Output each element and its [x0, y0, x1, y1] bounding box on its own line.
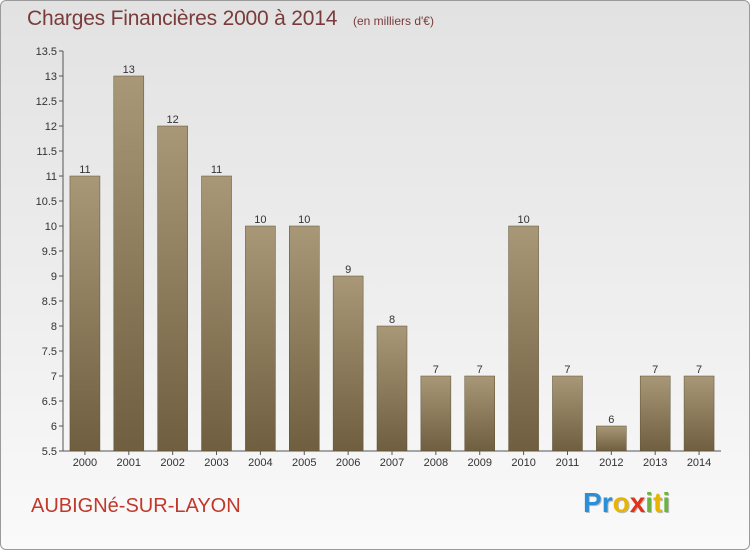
- bar-value-label: 10: [517, 214, 529, 226]
- x-tick-label: 2013: [643, 457, 667, 469]
- proxiti-logo: Proxiti: [583, 487, 670, 519]
- y-tick-label: 12: [45, 121, 57, 133]
- bar-value-label: 7: [433, 364, 439, 376]
- logo-letter: i: [645, 487, 654, 518]
- y-tick-label: 11.5: [36, 146, 57, 158]
- y-tick-label: 11: [46, 171, 57, 183]
- x-tick-label: 2014: [687, 457, 711, 469]
- x-tick-label: 2004: [248, 457, 272, 469]
- bar-value-label: 7: [564, 364, 570, 376]
- y-tick-label: 12.5: [36, 96, 57, 108]
- y-tick-label: 13.5: [36, 46, 57, 58]
- y-tick-label: 7.5: [42, 346, 57, 358]
- bar-2011: [552, 375, 583, 452]
- y-tick-label: 6: [51, 421, 57, 433]
- y-tick-label: 5.5: [42, 446, 57, 458]
- commune-name: AUBIGNé-SUR-LAYON: [31, 495, 241, 517]
- bar-2007: [376, 325, 408, 452]
- bar-2010: [508, 225, 539, 452]
- x-tick-label: 2007: [380, 457, 404, 469]
- y-tick-label: 10.5: [36, 196, 57, 208]
- chart-bars: [69, 75, 715, 452]
- x-tick-label: 2006: [336, 457, 360, 469]
- bar-value-label: 12: [167, 114, 179, 126]
- bar-value-label: 7: [652, 364, 658, 376]
- bar-2014: [683, 375, 715, 452]
- logo-letter: o: [612, 487, 630, 518]
- bar-value-label: 9: [345, 264, 351, 276]
- y-tick-label: 10: [45, 221, 57, 233]
- y-tick-label: 9: [51, 271, 57, 283]
- y-tick-label: 13: [45, 71, 57, 83]
- bar-value-label: 6: [608, 414, 614, 426]
- y-tick-label: 8: [51, 321, 57, 333]
- bar-2002: [157, 125, 188, 452]
- y-tick-label: 9.5: [42, 246, 57, 258]
- y-tick-label: 6.5: [42, 396, 57, 408]
- bar-value-label: 8: [389, 314, 395, 326]
- bar-2008: [420, 375, 452, 452]
- x-tick-label: 2009: [467, 457, 491, 469]
- bar-value-label: 11: [211, 164, 222, 176]
- x-tick-label: 2011: [556, 457, 580, 469]
- bar-2001: [113, 75, 145, 452]
- logo-letter: i: [662, 487, 671, 518]
- logo-letter: t: [653, 487, 663, 518]
- bar-2009: [464, 375, 495, 452]
- logo-letter: r: [601, 487, 613, 518]
- x-tick-label: 2002: [160, 457, 184, 469]
- x-tick-label: 2001: [117, 457, 141, 469]
- y-tick-label: 7: [51, 371, 57, 383]
- x-tick-label: 2012: [599, 457, 623, 469]
- x-tick-label: 2008: [424, 457, 448, 469]
- bar-2000: [69, 175, 101, 452]
- logo-letter: P: [583, 487, 602, 518]
- chart-value-labels: 11 13 12 11 10 10 9 8 7 7 10 7 6 7 7: [79, 64, 702, 426]
- logo-letter: x: [629, 487, 646, 518]
- x-tick-label: 2010: [511, 457, 535, 469]
- x-tick-label: 2000: [73, 457, 97, 469]
- bar-chart: 5.566.577.588.599.51010.51111.51212.5131…: [36, 46, 721, 469]
- bar-2003: [201, 175, 232, 452]
- y-tick-label: 8.5: [42, 296, 57, 308]
- x-tick-label: 2003: [204, 457, 228, 469]
- bar-2005: [289, 225, 320, 452]
- bar-2012: [596, 425, 627, 452]
- bar-value-label: 7: [477, 364, 483, 376]
- bar-value-label: 10: [254, 214, 266, 226]
- bar-value-label: 13: [123, 64, 135, 76]
- bar-2013: [639, 375, 671, 452]
- chart-title: Charges Financières 2000 à 2014: [27, 7, 338, 30]
- bar-2006: [332, 275, 364, 452]
- bar-value-label: 7: [696, 364, 702, 376]
- bar-2004: [245, 225, 276, 452]
- bar-value-label: 10: [298, 214, 310, 226]
- chart-subtitle: (en milliers d'€): [353, 14, 434, 28]
- x-tick-label: 2005: [292, 457, 316, 469]
- bar-value-label: 11: [79, 164, 90, 176]
